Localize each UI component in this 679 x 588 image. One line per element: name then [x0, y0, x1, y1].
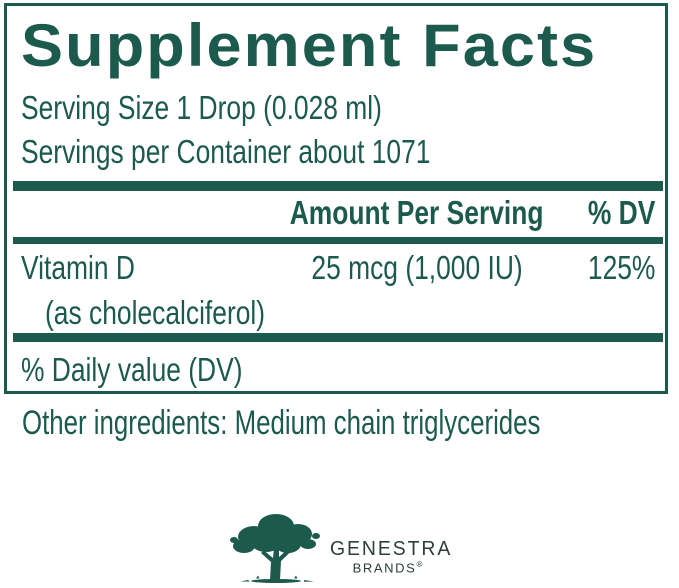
other-ingredients-text: Other ingredients: Medium chain triglyce…: [22, 404, 541, 442]
tree-icon: [230, 514, 320, 583]
brand-name-text: GENESTRA: [330, 538, 453, 560]
brands-label: BRANDS: [352, 560, 417, 576]
nutrient-dv: 125%: [587, 249, 655, 286]
divider-thick-top: [13, 181, 663, 191]
amount-per-serving-header: Amount Per Serving: [290, 194, 544, 231]
supplement-facts-panel: Supplement Facts Serving Size 1 Drop (0.…: [4, 3, 668, 394]
serving-size-text: Serving Size 1 Drop (0.028 ml): [21, 89, 472, 126]
nutrient-detail: (as cholecalciferol): [45, 294, 266, 331]
daily-value-footnote: % Daily value (DV): [21, 351, 243, 388]
serving-size-value: Serving Size 1 Drop (0.028 ml): [21, 89, 382, 126]
table-header-row: Amount Per Serving % DV: [7, 194, 665, 232]
panel-title: Supplement Facts: [21, 12, 598, 79]
nutrient-amount: 25 mcg (1,000 IU): [311, 249, 523, 286]
servings-per-container-value: Servings per Container about 1071: [21, 133, 431, 170]
servings-per-container-text: Servings per Container about 1071: [21, 133, 533, 170]
divider-thick-bottom: [13, 333, 663, 342]
nutrient-row-vitamin-d: Vitamin D 25 mcg (1,000 IU) 125%: [7, 249, 665, 287]
percent-dv-header: % DV: [587, 194, 655, 231]
registered-mark: ®: [416, 560, 423, 569]
nutrient-name: Vitamin D: [21, 249, 135, 286]
brand-sub-text: BRANDS®: [330, 560, 445, 575]
divider-medium: [13, 237, 663, 244]
